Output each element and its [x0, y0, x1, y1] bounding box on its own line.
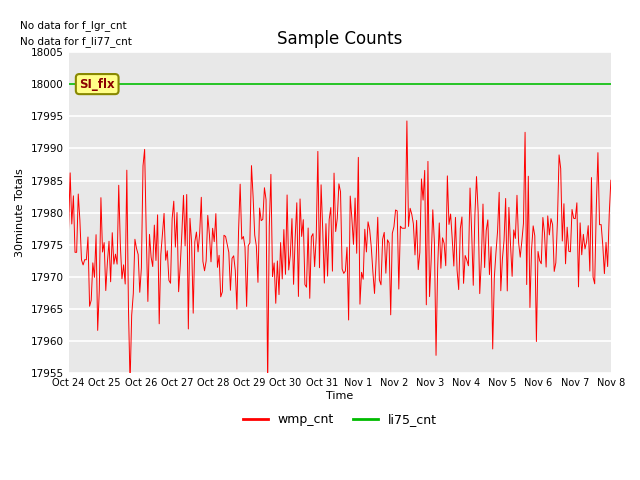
X-axis label: Time: Time [326, 391, 353, 401]
Legend: wmp_cnt, li75_cnt: wmp_cnt, li75_cnt [237, 408, 442, 432]
Text: SI_flx: SI_flx [79, 78, 115, 91]
Text: No data for f_lgr_cnt: No data for f_lgr_cnt [20, 20, 126, 31]
Y-axis label: 30minute Totals: 30minute Totals [15, 168, 25, 257]
Title: Sample Counts: Sample Counts [277, 30, 403, 48]
Text: No data for f_li77_cnt: No data for f_li77_cnt [20, 36, 132, 47]
